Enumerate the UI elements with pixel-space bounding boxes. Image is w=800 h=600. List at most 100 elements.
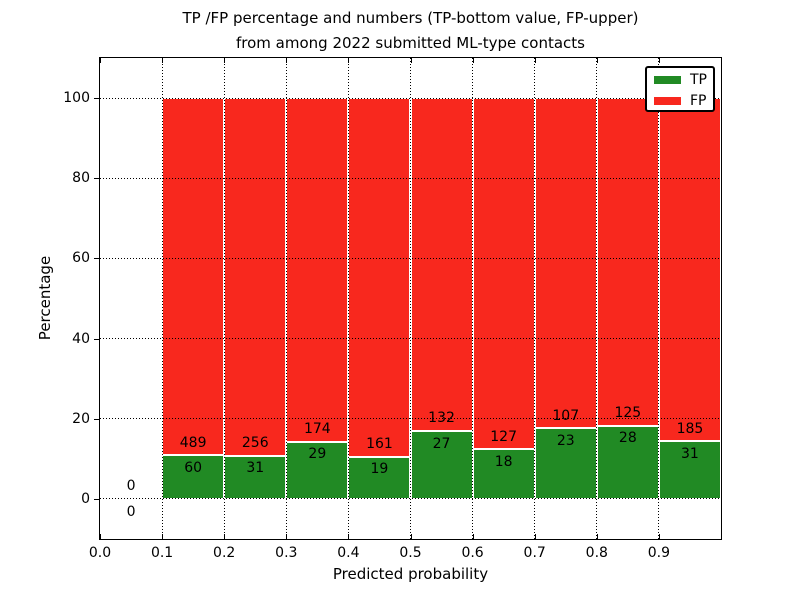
bar-label-fp: 489 bbox=[179, 434, 207, 451]
bar-label-tp: 28 bbox=[618, 430, 637, 447]
bar-label-tp: 23 bbox=[556, 432, 575, 449]
x-tick-mark bbox=[100, 534, 101, 539]
x-tick-label: 0.3 bbox=[275, 545, 298, 561]
bar-segment-tp bbox=[658, 441, 721, 499]
bar-label-fp: 185 bbox=[676, 420, 704, 437]
bar-label-fp: 132 bbox=[428, 410, 455, 427]
legend-entry: FP bbox=[647, 92, 713, 110]
bar-segment-fp bbox=[348, 98, 411, 457]
legend-swatch-tp-icon bbox=[654, 76, 681, 84]
bar-label-tp: 0 bbox=[126, 503, 136, 520]
bar-segment-fp bbox=[596, 98, 659, 426]
x-tick-mark bbox=[659, 534, 660, 539]
gridline-vertical bbox=[534, 58, 536, 539]
plot-area: TP FP 0 0 489 60 256 31 174 29 161 19 132 27 127 18 107… bbox=[94, 57, 722, 540]
y-axis-label: Percentage bbox=[36, 255, 54, 341]
x-tick-label: 0.8 bbox=[585, 545, 608, 561]
bar-label-tp: 18 bbox=[494, 453, 513, 470]
bar-segment-tp bbox=[596, 425, 659, 499]
bar-label-fp: 125 bbox=[614, 405, 642, 422]
legend-label: FP bbox=[690, 93, 707, 109]
x-tick-mark-top bbox=[659, 58, 660, 63]
y-tick-mark bbox=[94, 339, 99, 340]
x-tick-mark bbox=[411, 534, 412, 539]
x-tick-mark-top bbox=[411, 58, 412, 63]
x-tick-label: 0.7 bbox=[523, 545, 546, 561]
gridline-vertical bbox=[223, 58, 225, 539]
bar-segment-tp bbox=[410, 430, 473, 499]
bar-segment-fp bbox=[224, 98, 287, 456]
gridline-vertical bbox=[596, 58, 598, 539]
x-tick-mark-top bbox=[286, 58, 287, 63]
y-tick-label: 0 bbox=[81, 490, 90, 507]
y-tick-mark bbox=[94, 419, 99, 420]
gridline-vertical bbox=[472, 58, 474, 539]
bar-label-tp: 31 bbox=[681, 446, 699, 463]
bar-segment-fp bbox=[472, 98, 535, 450]
x-tick-mark bbox=[535, 534, 536, 539]
bar-label-tp: 60 bbox=[184, 459, 203, 476]
bar-label-fp: 161 bbox=[366, 436, 393, 453]
x-tick-mark-top bbox=[535, 58, 536, 63]
y-tick-label: 100 bbox=[63, 90, 90, 107]
x-tick-mark bbox=[348, 534, 349, 539]
x-tick-mark-top bbox=[100, 58, 101, 63]
bar-label-tp: 31 bbox=[246, 460, 265, 477]
x-tick-mark bbox=[286, 534, 287, 539]
gridline-vertical bbox=[410, 58, 411, 539]
y-tick-label: 20 bbox=[72, 410, 90, 427]
legend-entry: TP bbox=[647, 71, 713, 89]
bar-label-tp: 19 bbox=[370, 461, 389, 478]
bar-segment-fp bbox=[410, 98, 473, 431]
bar-segment-fp bbox=[658, 98, 721, 442]
chart-title-line2: from among 2022 submitted ML-type contac… bbox=[236, 34, 585, 52]
x-tick-mark-top bbox=[348, 58, 349, 63]
chart-title: TP /FP percentage and numbers (TP-bottom… bbox=[99, 6, 722, 56]
gridline-vertical bbox=[161, 58, 163, 539]
bar-label-tp: 29 bbox=[308, 446, 327, 463]
bar-segment-fp bbox=[286, 98, 349, 442]
x-tick-mark bbox=[597, 534, 598, 539]
legend-label: TP bbox=[690, 72, 707, 88]
gridline-vertical bbox=[658, 58, 660, 539]
x-tick-mark-top bbox=[473, 58, 474, 63]
x-tick-label: 0.6 bbox=[461, 545, 484, 561]
y-tick-mark bbox=[94, 178, 99, 179]
y-tick-mark bbox=[94, 98, 99, 99]
x-tick-mark-top bbox=[597, 58, 598, 63]
gridline-vertical bbox=[285, 58, 287, 539]
bar-segment-tp bbox=[162, 455, 225, 499]
bar-segment-fp bbox=[534, 98, 597, 428]
bar-label-tp: 27 bbox=[432, 435, 451, 452]
y-tick-label: 60 bbox=[72, 250, 90, 267]
bar-label-fp: 107 bbox=[552, 407, 580, 424]
bar-segment-tp bbox=[348, 456, 411, 499]
x-tick-mark bbox=[162, 534, 163, 539]
bar-label-fp: 127 bbox=[490, 428, 518, 445]
x-tick-label: 0.2 bbox=[213, 545, 236, 561]
bar-segment-tp bbox=[224, 455, 287, 499]
bar-segment-fp bbox=[162, 98, 225, 456]
x-tick-label: 0.0 bbox=[88, 545, 112, 561]
x-tick-label: 0.9 bbox=[647, 545, 671, 561]
bar-label-fp: 174 bbox=[303, 421, 331, 438]
x-tick-mark bbox=[224, 534, 225, 539]
legend: TP FP bbox=[645, 66, 715, 112]
legend-swatch-fp-icon bbox=[654, 97, 681, 105]
y-tick-label: 40 bbox=[72, 330, 90, 347]
x-tick-mark-top bbox=[162, 58, 163, 63]
x-axis-label: Predicted probability bbox=[332, 565, 489, 583]
bar-label-fp: 0 bbox=[126, 478, 136, 495]
x-tick-mark-top bbox=[224, 58, 225, 63]
y-tick-mark bbox=[94, 499, 99, 500]
y-tick-label: 80 bbox=[72, 170, 90, 187]
bar-label-fp: 256 bbox=[241, 435, 269, 452]
chart-title-line1: TP /FP percentage and numbers (TP-bottom… bbox=[182, 9, 639, 27]
x-tick-label: 0.4 bbox=[337, 545, 360, 561]
gridline-vertical bbox=[347, 58, 349, 539]
bar-segment-tp bbox=[472, 449, 535, 499]
y-tick-mark bbox=[94, 258, 99, 259]
x-tick-label: 0.5 bbox=[399, 545, 422, 561]
bar-segment-tp bbox=[534, 428, 597, 499]
